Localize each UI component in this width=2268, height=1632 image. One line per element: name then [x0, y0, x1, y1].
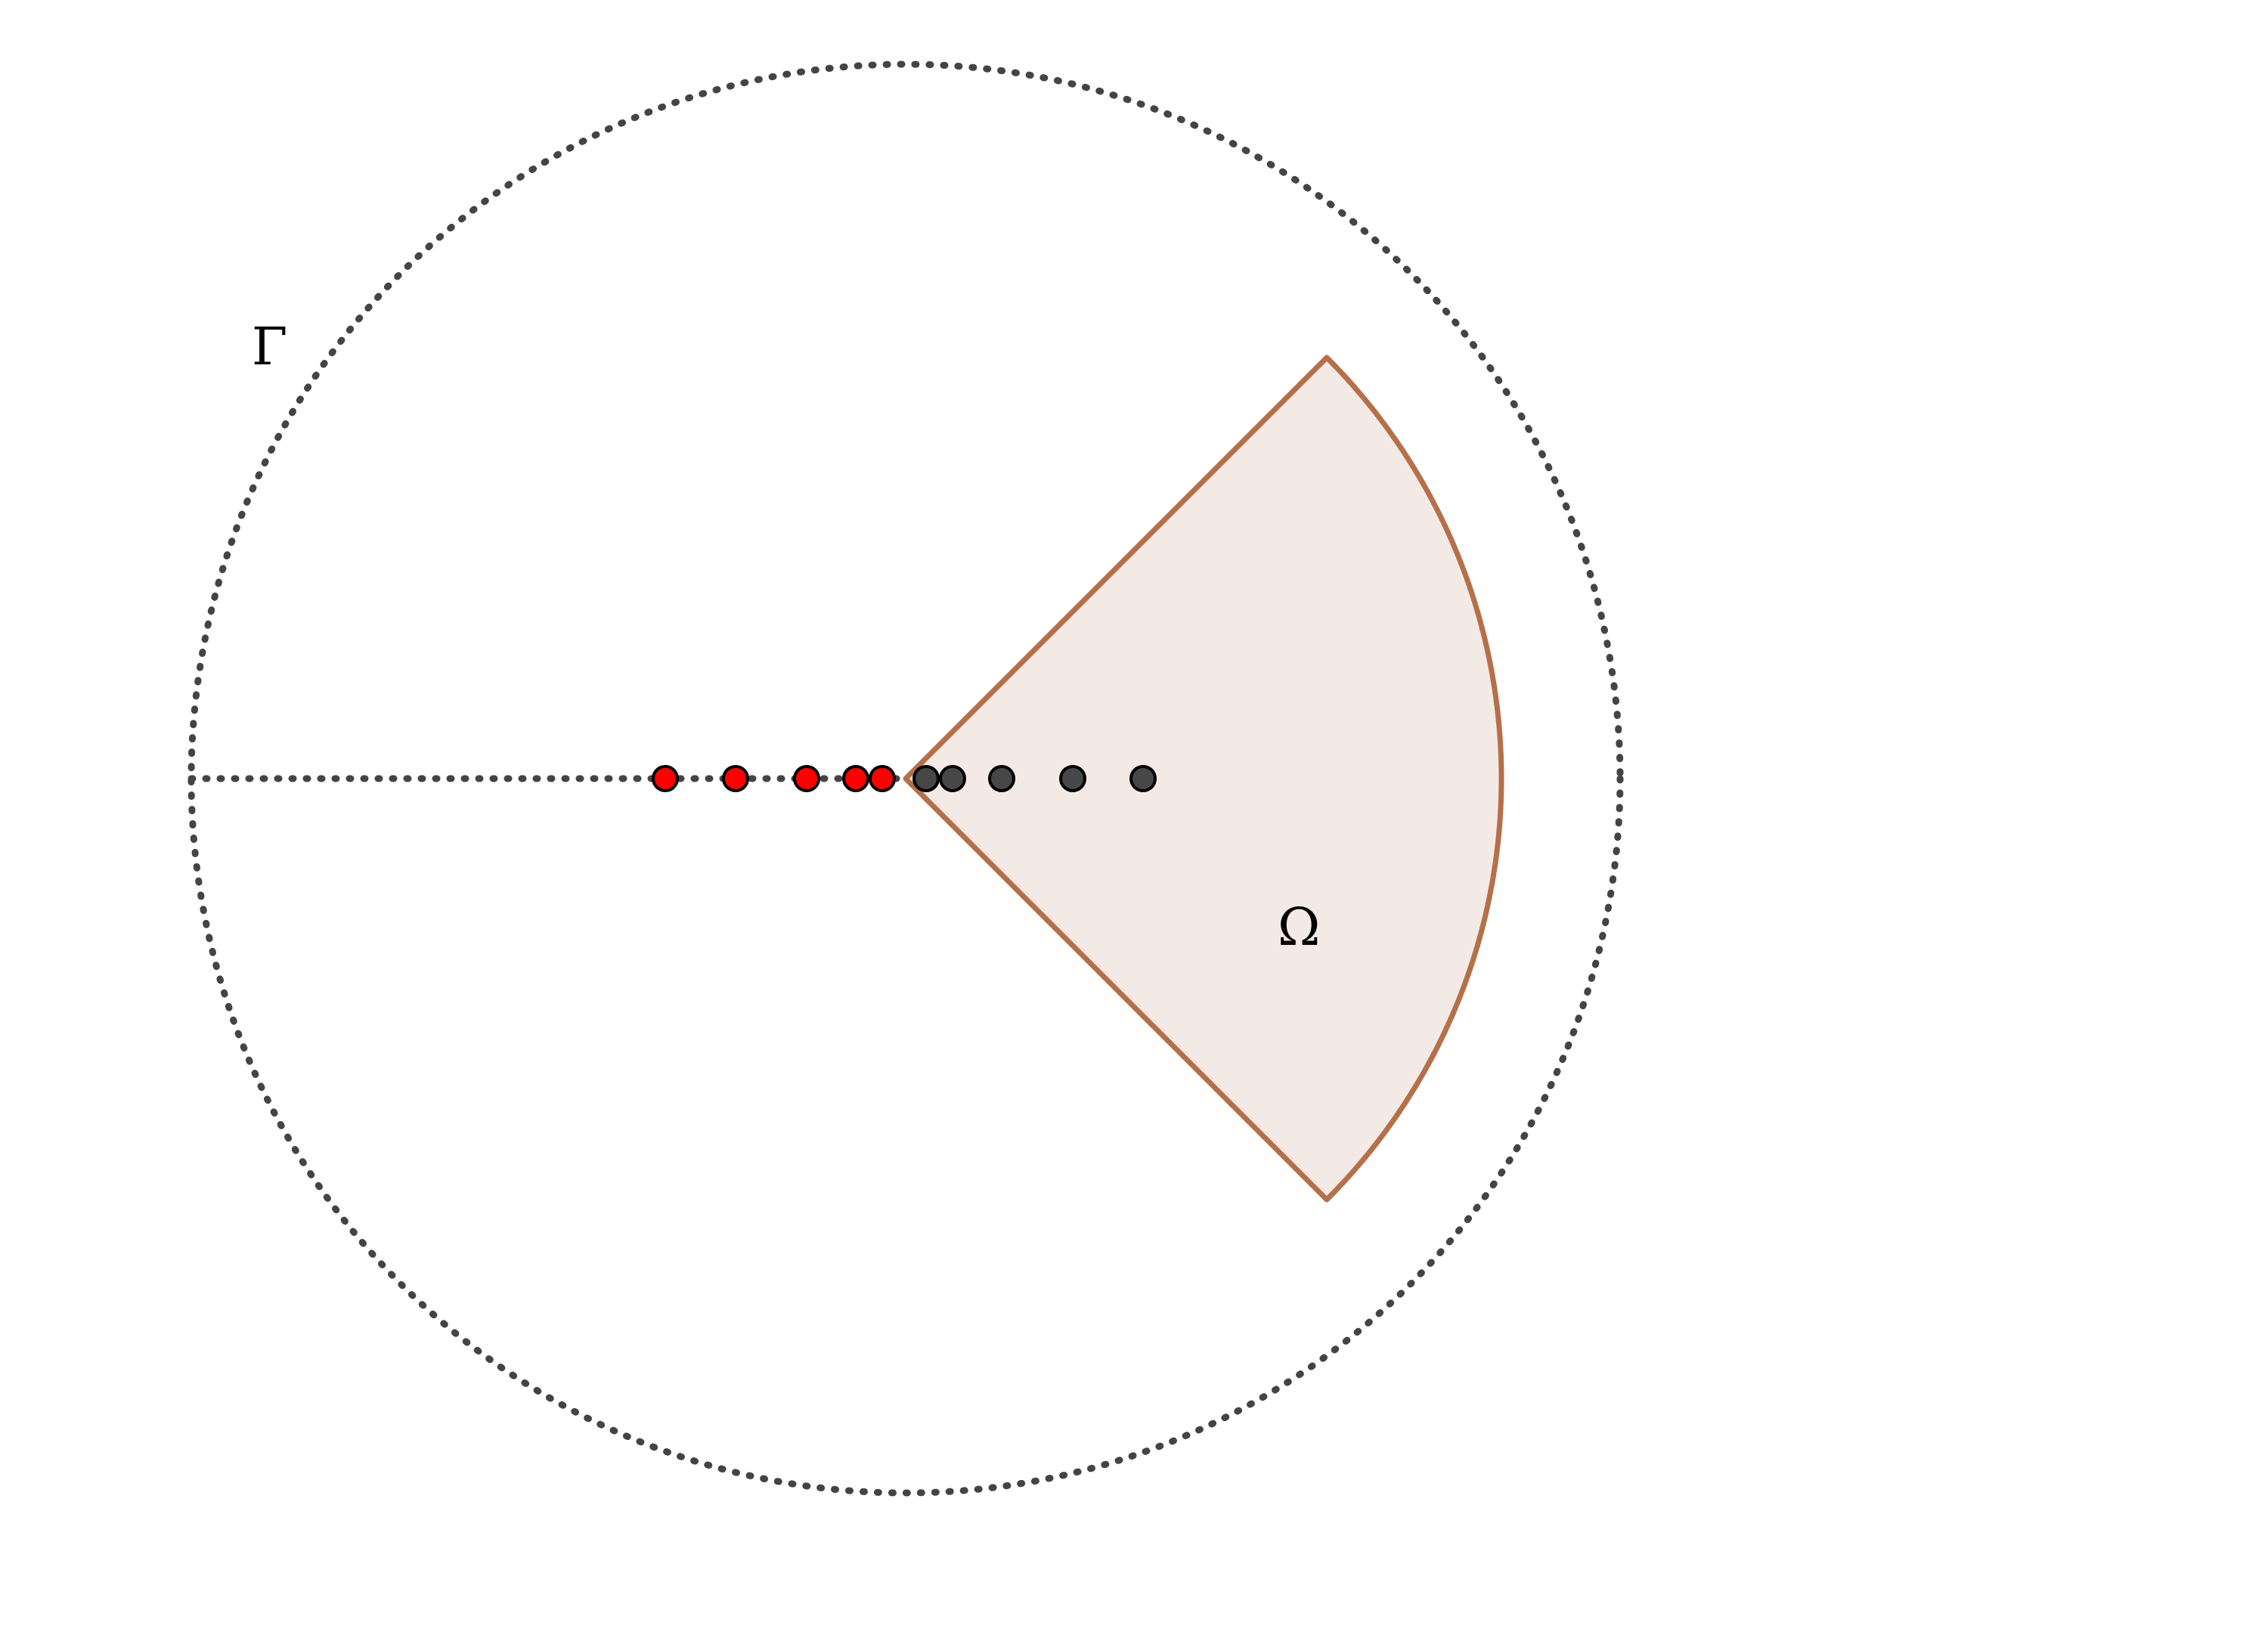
sector-domain: [903, 355, 1504, 1203]
right-point: [912, 765, 940, 792]
left-points-group: [652, 765, 896, 792]
right-point: [1059, 765, 1086, 792]
right-point: [939, 765, 966, 792]
omega-label: Ω: [1278, 898, 1320, 958]
gamma-label: Γ: [252, 317, 287, 377]
right-point: [988, 765, 1015, 792]
right-point: [1129, 765, 1157, 792]
right-points-group: [912, 765, 1157, 792]
left-point: [793, 765, 820, 792]
left-point: [722, 765, 749, 792]
left-point: [842, 765, 869, 792]
left-point: [869, 765, 896, 792]
left-point: [652, 765, 679, 792]
